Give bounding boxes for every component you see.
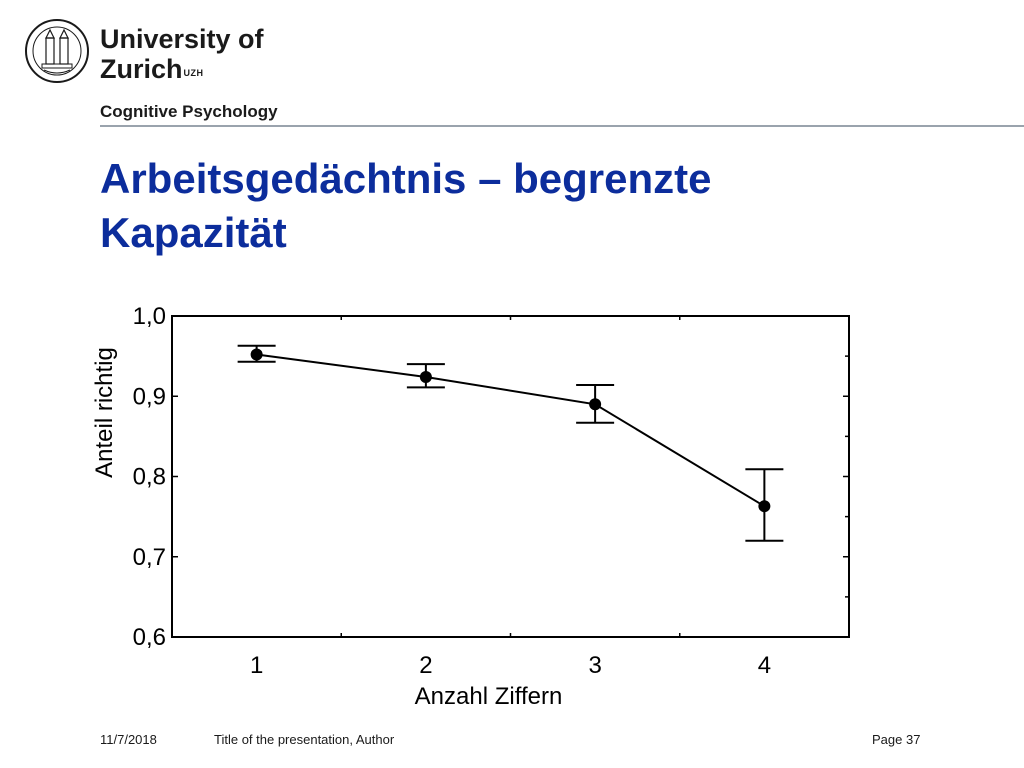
data-point [419, 370, 432, 383]
x-tick-label: 2 [419, 652, 432, 679]
y-axis-label: Anteil richtig [91, 347, 118, 478]
university-seal-icon [25, 19, 89, 83]
x-tick-label: 3 [588, 652, 601, 679]
footer-date: 11/7/2018 [100, 732, 157, 747]
y-tick-label: 0,9 [133, 383, 166, 410]
header-divider [100, 125, 1024, 127]
logo-line-2: ZurichUZH [100, 54, 264, 84]
y-tick-label: 0,6 [133, 624, 166, 651]
slide-title-line-1: Arbeitsgedächtnis – begrenzte [100, 155, 712, 202]
x-tick-label: 1 [250, 652, 263, 679]
logo-superscript: UZH [183, 68, 204, 78]
logo-line-2-text: Zurich [100, 54, 183, 84]
x-axis-label: Anzahl Ziffern [415, 683, 563, 710]
y-tick-label: 0,7 [133, 544, 166, 571]
department-label: Cognitive Psychology [100, 102, 278, 121]
slide-title-line-2: Kapazität [100, 209, 287, 256]
footer-presentation-title: Title of the presentation, Author [214, 732, 395, 747]
x-tick-label: 4 [758, 652, 771, 679]
y-tick-label: 1,0 [133, 303, 166, 330]
y-tick-label: 0,8 [133, 464, 166, 491]
data-point [250, 348, 263, 361]
data-point [758, 500, 771, 513]
data-point [589, 398, 602, 411]
plot-frame [171, 315, 850, 638]
footer-page-number: Page 37 [872, 732, 921, 747]
slide-title: Arbeitsgedächtnis – begrenzte Kapazität [100, 152, 980, 260]
logo-line-1: University of [100, 24, 264, 54]
university-logo: University of ZurichUZH [100, 24, 264, 84]
series-line [256, 353, 765, 508]
